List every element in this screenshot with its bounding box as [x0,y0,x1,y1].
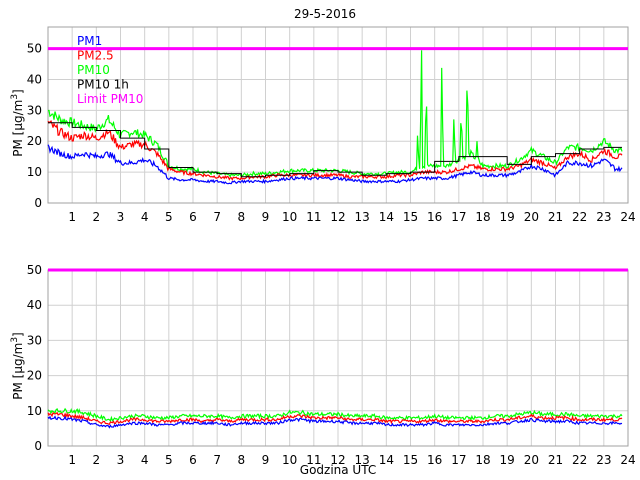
x-tick-label: 7 [213,453,221,467]
x-tick-label: 3 [117,453,125,467]
x-tick-label: 20 [524,210,539,224]
x-tick-label: 1 [68,453,76,467]
x-tick-label: 6 [189,210,197,224]
y-axis-label-base: PM [µg/m [11,343,25,400]
series-pm10-1h-line [48,122,622,178]
legend-entry-pm2-5: PM2.5 [77,49,114,63]
x-axis-label: Godzina UTC [300,463,376,477]
x-tick-label: 18 [475,210,490,224]
y-tick-label: 30 [27,103,42,117]
y-tick-label: 40 [27,72,42,86]
x-tick-label: 13 [355,453,370,467]
x-tick-label: 11 [306,210,321,224]
legend-entry-pm10-1h: PM10 1h [77,78,129,92]
y-axis-label-base: PM [µg/m [11,100,25,157]
legend-entry-pm1: PM1 [77,34,102,48]
y-tick-label: 20 [27,134,42,148]
x-tick-label: 16 [427,210,442,224]
x-tick-label: 15 [403,210,418,224]
y-axis-label-superscript: 3 [10,337,20,343]
series-pm1-line [47,415,623,429]
x-tick-label: 20 [524,453,539,467]
x-tick-label: 21 [548,210,563,224]
x-tick-label: 12 [330,210,345,224]
plot-frame [47,26,629,204]
x-tick-label: 14 [379,453,394,467]
x-tick-label: 4 [141,210,149,224]
x-tick-label: 8 [238,453,246,467]
y-axis-label-superscript: 3 [10,94,20,100]
x-tick-label: 15 [403,453,418,467]
y-tick-label: 10 [27,404,42,418]
x-tick-label: 21 [548,453,563,467]
x-tick-label: 24 [620,453,635,467]
x-tick-label: 3 [117,210,125,224]
x-tick-label: 7 [213,210,221,224]
y-tick-label: 0 [34,439,42,453]
x-tick-label: 10 [282,210,297,224]
y-tick-label: 50 [27,263,42,277]
x-tick-label: 18 [475,453,490,467]
y-tick-label: 40 [27,298,42,312]
series-pm2-5-line [47,120,623,181]
x-tick-label: 12 [330,453,345,467]
x-tick-label: 4 [141,453,149,467]
legend-entry-limit-pm10: Limit PM10 [77,92,143,106]
y-tick-label: 20 [27,369,42,383]
x-tick-label: 22 [572,210,587,224]
x-tick-label: 11 [306,453,321,467]
x-tick-label: 5 [165,210,173,224]
x-tick-label: 17 [451,210,466,224]
x-tick-label: 9 [262,453,270,467]
x-tick-label: 8 [238,210,246,224]
series-pm2-5-line [47,411,623,426]
y-tick-label: 10 [27,165,42,179]
x-tick-label: 17 [451,453,466,467]
y-axis-label: PM [µg/m3] [10,332,25,400]
x-tick-label: 16 [427,453,442,467]
series-pm10-line [47,407,623,422]
x-tick-label: 2 [93,210,101,224]
series-pm1-line [47,144,623,185]
chart-title: 29-5-2016 [294,7,356,21]
x-tick-label: 19 [500,453,515,467]
x-tick-label: 23 [596,453,611,467]
x-tick-label: 23 [596,210,611,224]
x-tick-label: 2 [93,453,101,467]
x-tick-label: 13 [355,210,370,224]
y-tick-label: 0 [34,196,42,210]
x-tick-label: 22 [572,453,587,467]
x-tick-label: 14 [379,210,394,224]
x-tick-label: 9 [262,210,270,224]
x-tick-label: 10 [282,453,297,467]
y-axis-label: PM [µg/m3] [10,89,25,157]
y-tick-label: 30 [27,333,42,347]
x-tick-label: 19 [500,210,515,224]
x-tick-label: 24 [620,210,635,224]
y-axis-label-close: ] [11,332,25,337]
x-tick-label: 6 [189,453,197,467]
bottom-plot: 1 2 3 4 5 6 7 8 9 10 11 12 13 14 15 16 17 18 19 20 21 22 23 240… [10,263,636,467]
series-pm10-line [48,50,623,178]
x-tick-label: 1 [68,210,76,224]
x-tick-label: 5 [165,453,173,467]
legend-entry-pm10: PM10 [77,63,110,77]
y-tick-label: 50 [27,42,42,56]
y-axis-label-close: ] [11,89,25,94]
top-plot: 1 2 3 4 5 6 7 8 9 10 11 12 13 14 15 16 17 18 19 20 21 22 23 240… [10,26,636,224]
